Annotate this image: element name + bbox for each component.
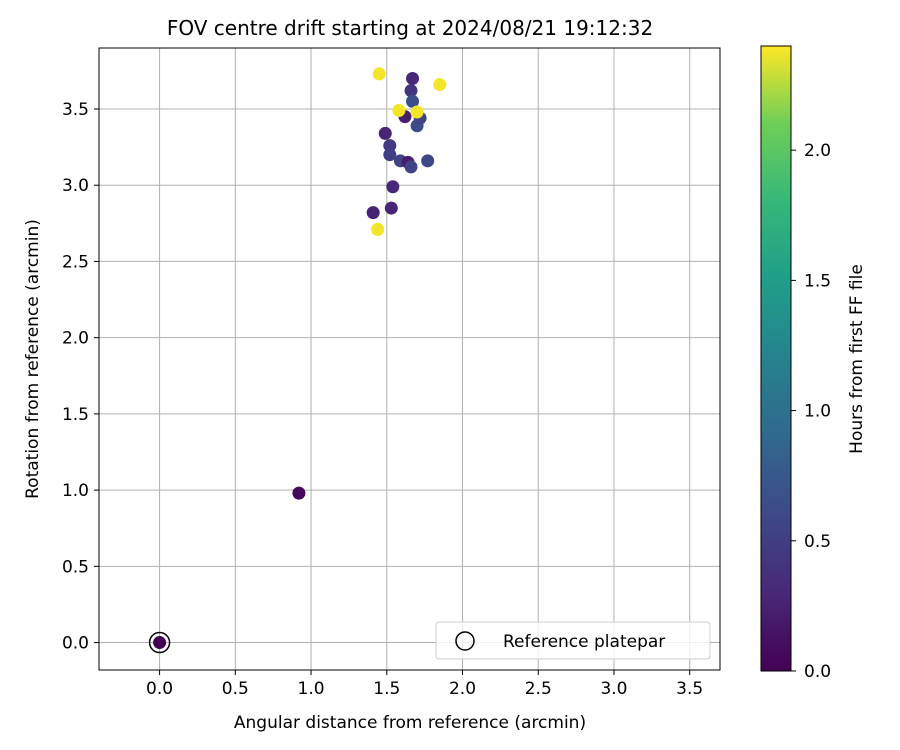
data-point bbox=[392, 104, 406, 118]
legend: Reference platepar bbox=[435, 621, 711, 660]
y-tick-label: 2.5 bbox=[62, 252, 89, 272]
data-point bbox=[292, 486, 306, 500]
data-point bbox=[378, 126, 392, 140]
x-tick-label: 0.5 bbox=[222, 679, 249, 699]
colorbar-tick-label: 1.0 bbox=[804, 402, 831, 422]
data-point bbox=[384, 201, 398, 215]
y-tick-label: 1.0 bbox=[62, 481, 89, 501]
data-point bbox=[366, 206, 380, 220]
colorbar-tick-label: 2.0 bbox=[804, 141, 831, 161]
y-tick-label: 2.0 bbox=[62, 329, 89, 349]
y-tick-label: 0.5 bbox=[62, 557, 89, 577]
data-point bbox=[372, 67, 386, 81]
colorbar-ticks: 0.0 0.5 1.0 1.5 2.0 bbox=[791, 141, 831, 682]
y-tick-label: 3.0 bbox=[62, 176, 89, 196]
y-tick-label: 0.0 bbox=[62, 634, 89, 654]
colorbar: 0.0 0.5 1.0 1.5 2.0 Hours from first FF file bbox=[760, 45, 867, 682]
x-tick-label: 3.0 bbox=[600, 679, 627, 699]
data-point bbox=[406, 71, 420, 85]
x-tick-label: 1.0 bbox=[298, 679, 325, 699]
data-point bbox=[421, 154, 435, 168]
colorbar-label: Hours from first FF file bbox=[847, 264, 867, 454]
data-points bbox=[148, 67, 447, 654]
data-point bbox=[386, 180, 400, 194]
x-tick-label: 0.0 bbox=[146, 679, 173, 699]
data-point bbox=[406, 94, 420, 108]
colorbar-tick-label: 0.5 bbox=[804, 532, 831, 552]
y-axis-ticks: 0.0 0.5 1.0 1.5 2.0 2.5 3.0 3.5 bbox=[62, 100, 99, 654]
plot-frame bbox=[98, 47, 721, 671]
y-axis-label: Rotation from reference (arcmin) bbox=[23, 219, 43, 499]
data-point bbox=[433, 78, 447, 92]
x-tick-label: 2.0 bbox=[449, 679, 476, 699]
x-axis-label: Angular distance from reference (arcmin) bbox=[234, 713, 586, 733]
data-point bbox=[410, 105, 424, 119]
x-tick-label: 3.5 bbox=[676, 679, 703, 699]
colorbar-tick-label: 1.5 bbox=[804, 271, 831, 291]
grid-lines bbox=[99, 48, 720, 670]
y-tick-label: 3.5 bbox=[62, 100, 89, 120]
y-tick-label: 1.5 bbox=[62, 405, 89, 425]
legend-marker-icon bbox=[455, 631, 475, 651]
x-tick-label: 1.5 bbox=[373, 679, 400, 699]
data-point bbox=[153, 636, 167, 650]
data-point bbox=[383, 148, 397, 162]
legend-box bbox=[435, 621, 711, 660]
data-point bbox=[371, 222, 385, 236]
colorbar-tick-label: 0.0 bbox=[804, 662, 831, 682]
colorbar-gradient bbox=[760, 45, 792, 672]
legend-label: Reference platepar bbox=[503, 632, 665, 652]
data-point bbox=[404, 84, 418, 98]
x-axis-ticks: 0.0 0.5 1.0 1.5 2.0 2.5 3.0 3.5 bbox=[146, 670, 703, 699]
x-tick-label: 2.5 bbox=[525, 679, 552, 699]
data-point bbox=[383, 139, 397, 153]
chart-title: FOV centre drift starting at 2024/08/21 … bbox=[167, 16, 653, 40]
data-point bbox=[404, 160, 418, 174]
reference-platepar-marker bbox=[148, 631, 171, 654]
